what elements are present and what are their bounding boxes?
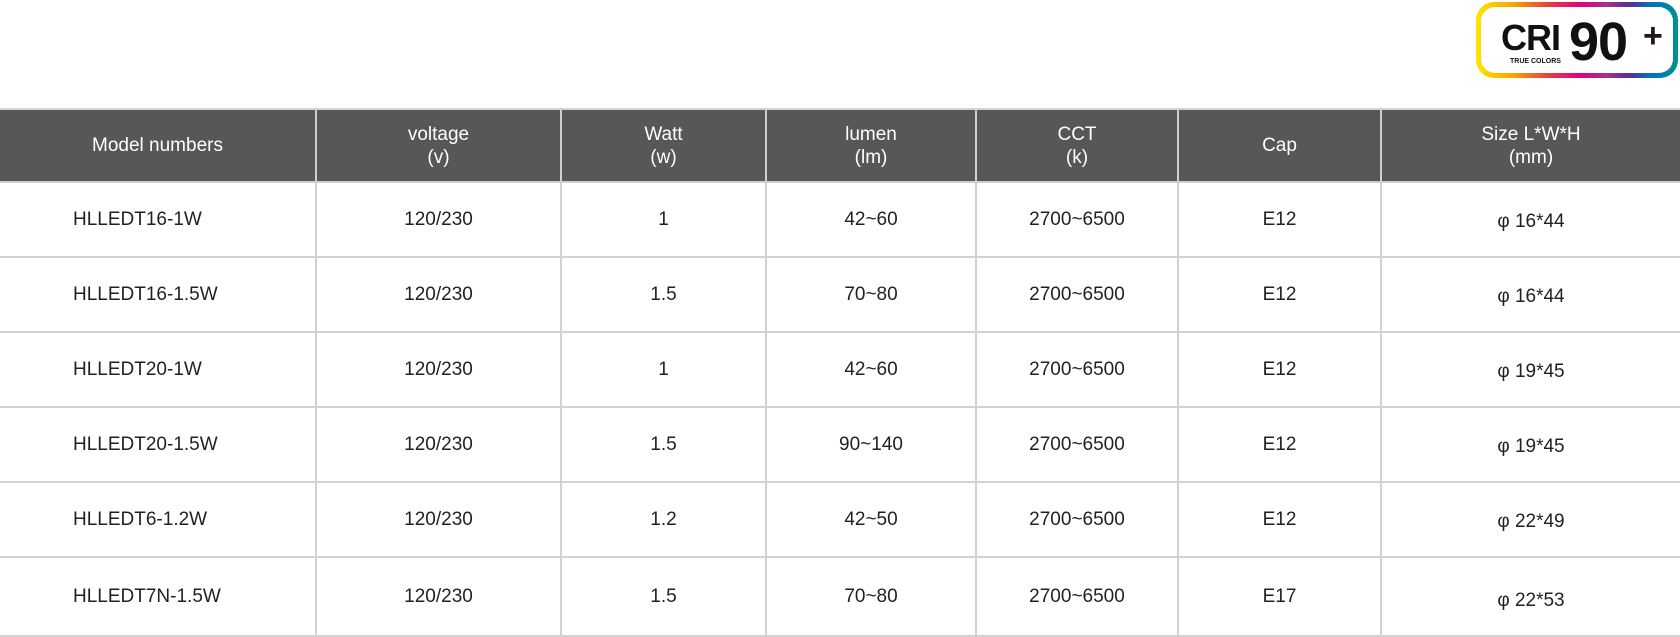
table-cell: 1 xyxy=(561,332,767,408)
table-cell: HLLEDT6-1.2W xyxy=(0,482,317,558)
table-cell: φ 22*49 xyxy=(1381,482,1680,558)
table-cell: HLLEDT16-1W xyxy=(0,182,317,258)
table-cell: 1.2 xyxy=(561,482,767,558)
table-row: HLLEDT20-1W 120/230 1 42~60 2700~6500 E12 φ 19… xyxy=(0,332,1680,408)
header-unit: (v) xyxy=(427,146,450,168)
table-cell: 70~80 xyxy=(766,257,977,333)
table-cell: HLLEDT16-1.5W xyxy=(0,257,317,333)
table-cell: E12 xyxy=(1178,332,1382,408)
header-unit: (mm) xyxy=(1508,146,1554,168)
table-cell: φ 16*44 xyxy=(1381,257,1680,333)
header-label: CCT xyxy=(1057,123,1097,145)
table-cell: 2700~6500 xyxy=(976,557,1179,637)
table-cell: 42~60 xyxy=(766,182,977,258)
column-header: Watt (w) xyxy=(561,108,767,183)
table-cell: φ 19*45 xyxy=(1381,332,1680,408)
header-label: Size L*W*H xyxy=(1481,123,1581,145)
table-cell: E12 xyxy=(1178,182,1382,258)
table-cell: 120/230 xyxy=(316,332,562,408)
table-row: HLLEDT16-1W 120/230 1 42~60 2700~6500 E12 φ 16… xyxy=(0,182,1680,258)
table-cell: 1.5 xyxy=(561,407,767,483)
header-label: lumen xyxy=(845,123,897,145)
table-cell: 120/230 xyxy=(316,407,562,483)
table-cell: E17 xyxy=(1178,557,1382,637)
table-cell: 120/230 xyxy=(316,182,562,258)
column-header: Size L*W*H (mm) xyxy=(1381,108,1680,183)
table-row: HLLEDT20-1.5W 120/230 1.5 90~140 2700~6500 E1… xyxy=(0,407,1680,483)
table-row: HLLEDT16-1.5W 120/230 1.5 70~80 2700~6500 E12… xyxy=(0,257,1680,333)
table-cell: 2700~6500 xyxy=(976,482,1179,558)
table-cell: 42~50 xyxy=(766,482,977,558)
table-row: HLLEDT7N-1.5W 120/230 1.5 70~80 2700~6500 E17… xyxy=(0,557,1680,637)
column-header: Cap xyxy=(1178,108,1382,183)
cri-value: 90 xyxy=(1569,12,1628,72)
cri-badge: CRI TRUE COLORS 90 + xyxy=(1476,2,1678,78)
table-cell: 2700~6500 xyxy=(976,257,1179,333)
table-cell: 120/230 xyxy=(316,557,562,637)
header-label: Cap xyxy=(1262,135,1297,156)
table-cell: 1.5 xyxy=(561,557,767,637)
table-cell: 120/230 xyxy=(316,257,562,333)
table-cell: 70~80 xyxy=(766,557,977,637)
header-unit: (w) xyxy=(650,146,677,168)
table-cell: HLLEDT20-1W xyxy=(0,332,317,408)
table-row: HLLEDT6-1.2W 120/230 1.2 42~50 2700~6500 E12 φ… xyxy=(0,482,1680,558)
table-cell: 90~140 xyxy=(766,407,977,483)
table-cell: 1.5 xyxy=(561,257,767,333)
table-cell: φ 16*44 xyxy=(1381,182,1680,258)
column-header: voltage (v) xyxy=(316,108,562,183)
table-cell: 1 xyxy=(561,182,767,258)
table-cell: 2700~6500 xyxy=(976,182,1179,258)
plus-sign: + xyxy=(1643,17,1663,55)
column-header: CCT (k) xyxy=(976,108,1179,183)
header-label: Watt xyxy=(644,123,683,145)
column-header: lumen (lm) xyxy=(766,108,977,183)
header-unit: (k) xyxy=(1065,146,1089,168)
header-label: Model numbers xyxy=(92,135,223,156)
table-cell: φ 22*53 xyxy=(1381,557,1680,637)
table-cell: 2700~6500 xyxy=(976,332,1179,408)
table-cell: 2700~6500 xyxy=(976,407,1179,483)
table-cell: 120/230 xyxy=(316,482,562,558)
table-cell: HLLEDT20-1.5W xyxy=(0,407,317,483)
table-cell: E12 xyxy=(1178,257,1382,333)
table-cell: E12 xyxy=(1178,407,1382,483)
table-cell: φ 19*45 xyxy=(1381,407,1680,483)
column-header: Model numbers xyxy=(0,108,317,183)
cri-label: CRI xyxy=(1501,17,1561,58)
header-unit: (lm) xyxy=(854,146,888,168)
table-cell: E12 xyxy=(1178,482,1382,558)
table-cell: 42~60 xyxy=(766,332,977,408)
header-label: voltage xyxy=(407,123,470,145)
true-colors-label: TRUE COLORS xyxy=(1510,58,1561,65)
table-cell: HLLEDT7N-1.5W xyxy=(0,557,317,637)
header-row: Model numbers voltage (v) Watt (w) lumen (lm) C… xyxy=(0,108,1680,183)
spec-table: Model numbers voltage (v) Watt (w) lumen (lm) C… xyxy=(0,108,1680,637)
